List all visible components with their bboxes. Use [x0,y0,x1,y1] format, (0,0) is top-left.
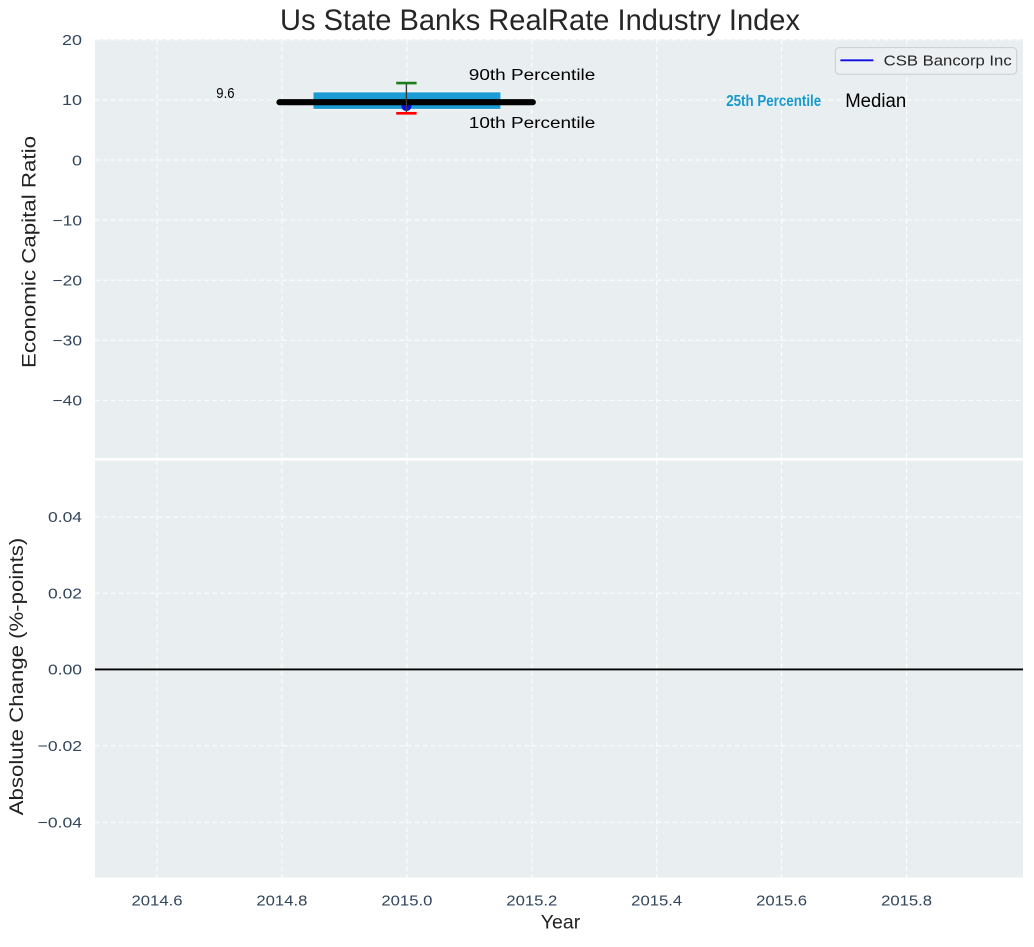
svg-text:25th Percentile: 25th Percentile [726,93,821,110]
svg-text:Us State Banks RealRate Indust: Us State Banks RealRate Industry Index [280,4,800,37]
svg-text:90th Percentile: 90th Percentile [469,67,596,84]
svg-text:CSB Bancorp Inc: CSB Bancorp Inc [884,54,1012,70]
svg-text:Economic Capital Ratio: Economic Capital Ratio [19,136,41,368]
svg-text:2015.6: 2015.6 [756,892,807,909]
svg-text:−40: −40 [53,393,83,410]
svg-text:0.00: 0.00 [48,662,82,679]
svg-text:2015.0: 2015.0 [381,892,432,909]
svg-text:2014.8: 2014.8 [256,892,307,909]
svg-text:−20: −20 [53,273,83,290]
svg-text:2015.4: 2015.4 [631,892,682,909]
svg-text:Year: Year [541,912,581,934]
svg-text:−0.04: −0.04 [38,815,82,832]
svg-text:0.04: 0.04 [48,509,82,526]
svg-text:10: 10 [62,92,82,109]
svg-text:−30: −30 [53,333,83,350]
svg-text:0.02: 0.02 [48,585,82,602]
svg-text:Absolute Change (%-points): Absolute Change (%-points) [6,538,28,816]
svg-text:−10: −10 [53,212,83,229]
svg-text:2014.6: 2014.6 [132,892,183,909]
svg-text:2015.2: 2015.2 [506,892,557,909]
svg-text:10th Percentile: 10th Percentile [469,115,596,132]
svg-text:Median: Median [845,91,906,112]
svg-text:20: 20 [62,32,82,49]
svg-text:2015.8: 2015.8 [881,892,932,909]
svg-text:0: 0 [72,152,82,169]
svg-text:−0.02: −0.02 [38,738,82,755]
svg-text:9.6: 9.6 [216,85,234,102]
